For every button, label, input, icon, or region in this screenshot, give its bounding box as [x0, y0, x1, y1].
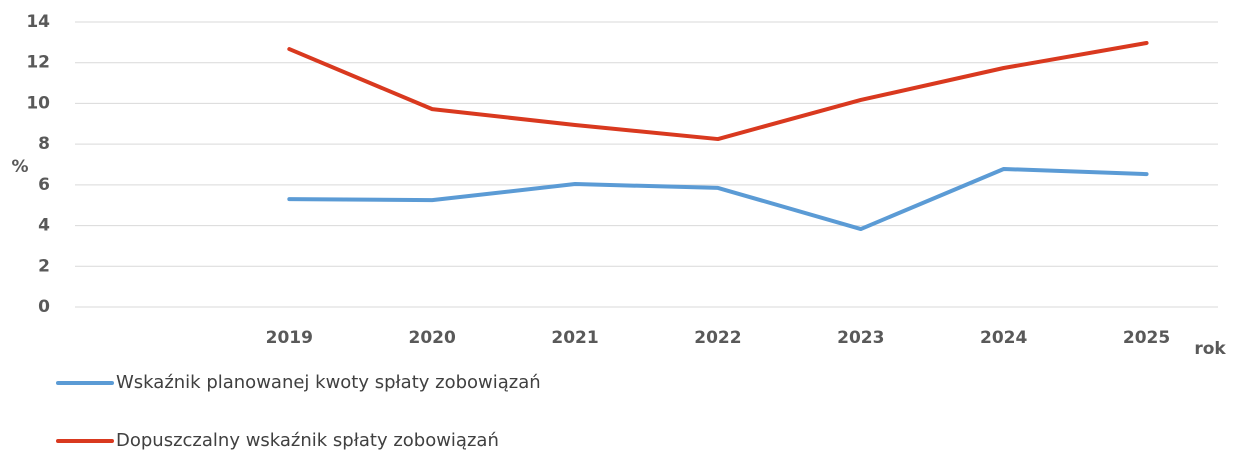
y-tick-label: 4 — [38, 216, 50, 236]
series-line — [287, 40, 1149, 142]
y-tick-label: 2 — [38, 256, 50, 276]
y-tick-label: 6 — [38, 175, 50, 195]
x-tick-label: 2024 — [980, 328, 1027, 348]
x-tick-label: 2025 — [1123, 328, 1170, 348]
x-tick-label: 2023 — [837, 328, 884, 348]
legend-label: Wskaźnik planowanej kwoty spłaty zobowią… — [116, 372, 541, 393]
y-tick-label: 14 — [26, 12, 50, 32]
x-axis-label: rok — [1194, 339, 1226, 359]
y-tick-label: 0 — [38, 297, 50, 317]
y-tick-label: 10 — [26, 93, 50, 113]
x-tick-label: 2021 — [551, 328, 598, 348]
y-tick-label: 12 — [26, 53, 50, 73]
series-line — [287, 166, 1149, 232]
y-tick-label: 8 — [38, 134, 50, 154]
x-tick-label: 2019 — [266, 328, 313, 348]
legend-label: Dopuszczalny wskaźnik spłaty zobowiązań — [116, 430, 499, 451]
x-tick-label: 2022 — [694, 328, 741, 348]
y-axis-label: % — [11, 157, 28, 177]
x-tick-label: 2020 — [409, 328, 456, 348]
